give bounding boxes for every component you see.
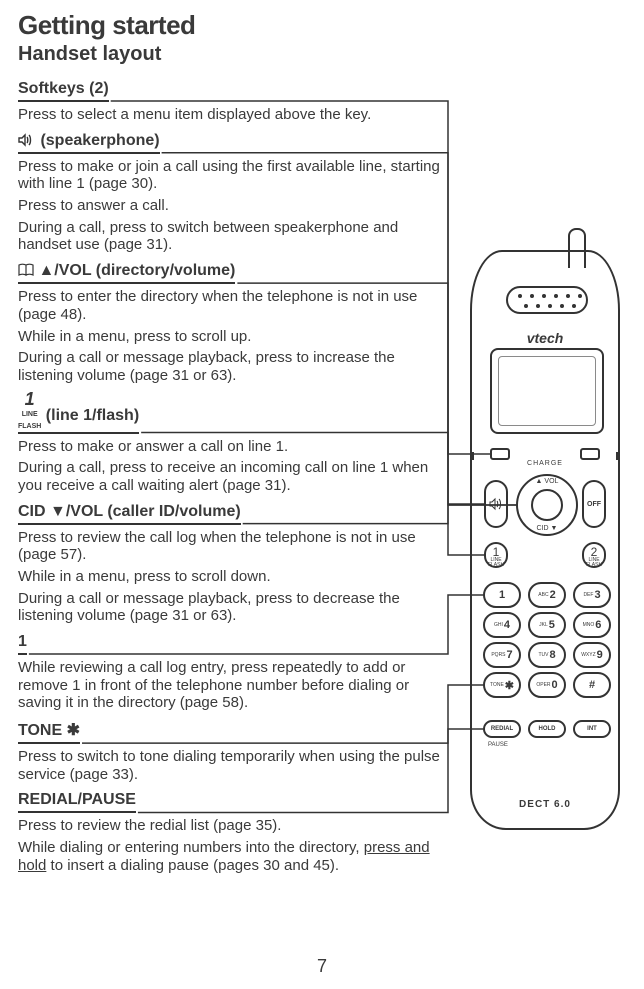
section-speaker: (speakerphone) Press to make or join a ca… <box>18 132 448 254</box>
keypad-key-6: MNO6 <box>573 612 611 638</box>
handset-body: vtech CHARGE ▲ VOL CID ▼ OFF 1LINE FLASH… <box>470 250 620 830</box>
line2-button: 2LINE FLASH <box>582 542 606 568</box>
keypad-key-4: GHI4 <box>483 612 521 638</box>
section-paragraph: Press to review the call log when the te… <box>18 529 448 564</box>
ridge <box>471 452 474 460</box>
ridge <box>616 452 619 460</box>
section-paragraph: During a call or message playback, press… <box>18 349 448 384</box>
keypad-key-0: OPER0 <box>528 672 566 698</box>
dpad-down-label: CID ▼ <box>518 525 576 532</box>
keypad-key-✱: TONE✱ <box>483 672 521 698</box>
bottom-row: REDIAL HOLD INT <box>483 720 611 738</box>
antenna <box>568 228 586 268</box>
softkey-right <box>580 448 600 460</box>
page-number: 7 <box>0 956 644 977</box>
section-paragraph: During a call, press to receive an incom… <box>18 459 448 494</box>
section-paragraph: Press to review the redial list (page 35… <box>18 817 448 835</box>
line1-button: 1LINE FLASH <box>484 542 508 568</box>
keypad-key-8: TUV8 <box>528 642 566 668</box>
section-paragraph: Press to make or answer a call on line 1… <box>18 438 448 456</box>
section-paragraph: Press to switch to tone dialing temporar… <box>18 748 448 783</box>
keypad-key-5: JKL5 <box>528 612 566 638</box>
section-paragraph: Press to answer a call. <box>18 197 448 215</box>
keypad: 1 ABC2 DEF3 GHI4 JKL5 MNO6 PQRS7 TUV8 WXYZ9 TONE✱… <box>483 582 611 702</box>
section-redial: REDIAL/PAUSE Press to review the redial l… <box>18 791 448 874</box>
keypad-key-#: # <box>573 672 611 698</box>
keypad-key-3: DEF3 <box>573 582 611 608</box>
dpad: ▲ VOL CID ▼ <box>516 474 578 536</box>
section-head: TONE ✱ <box>18 720 80 744</box>
section-paragraph: While dialing or entering numbers into t… <box>18 839 448 874</box>
off-button: OFF <box>582 480 606 528</box>
earpiece <box>506 286 588 314</box>
keypad-key-2: ABC2 <box>528 582 566 608</box>
pause-label: PAUSE <box>488 742 508 748</box>
section-paragraph: During a call or message playback, press… <box>18 590 448 625</box>
page: Getting started Handset layout Softkeys … <box>0 0 644 989</box>
section-head: CID ▼/VOL (caller ID/volume) <box>18 503 241 525</box>
section-paragraph: Press to select a menu item displayed ab… <box>18 106 448 124</box>
section-key1: 1 While reviewing a call log entry, press… <box>18 633 448 712</box>
dpad-up-label: ▲ VOL <box>518 478 576 485</box>
keypad-key-1: 1 <box>483 582 521 608</box>
section-paragraph: While reviewing a call log entry, press … <box>18 659 448 712</box>
dect-label: DECT 6.0 <box>472 799 618 810</box>
charge-label: CHARGE <box>472 460 618 467</box>
section-head: (speakerphone) <box>18 132 160 154</box>
int-button: INT <box>573 720 611 738</box>
brand-logo: vtech <box>472 330 618 346</box>
speakerphone-button <box>484 480 508 528</box>
screen <box>490 348 604 434</box>
section-paragraph: While in a menu, press to scroll up. <box>18 328 448 346</box>
section-head: REDIAL/PAUSE <box>18 791 136 813</box>
section-head: 1 <box>18 633 27 655</box>
section-softkeys: Softkeys (2) Press to select a menu item … <box>18 80 448 124</box>
section-paragraph: Press to enter the directory when the te… <box>18 288 448 323</box>
page-title: Getting started <box>18 10 644 41</box>
softkey-left <box>490 448 510 460</box>
handset-diagram: vtech CHARGE ▲ VOL CID ▼ OFF 1LINE FLASH… <box>460 240 630 840</box>
section-cidvol: CID ▼/VOL (caller ID/volume) Press to rev… <box>18 503 448 625</box>
section-head: Softkeys (2) <box>18 80 109 102</box>
section-paragraph: During a call, press to switch between s… <box>18 219 448 254</box>
page-subtitle: Handset layout <box>18 43 644 66</box>
hold-button: HOLD <box>528 720 566 738</box>
redial-button: REDIAL <box>483 720 521 738</box>
section-tonestar: TONE ✱ Press to switch to tone dialing te… <box>18 720 448 783</box>
section-paragraph: While in a menu, press to scroll down. <box>18 568 448 586</box>
keypad-key-9: WXYZ9 <box>573 642 611 668</box>
section-head: 1LINEFLASH (line 1/flash) <box>18 393 139 434</box>
section-head: ▲/VOL (directory/volume) <box>18 262 235 284</box>
keypad-key-7: PQRS7 <box>483 642 521 668</box>
section-paragraph: Press to make or join a call using the f… <box>18 158 448 193</box>
section-line1: 1LINEFLASH (line 1/flash) Press to make o… <box>18 393 448 495</box>
section-dirvol: ▲/VOL (directory/volume) Press to enter t… <box>18 262 448 384</box>
